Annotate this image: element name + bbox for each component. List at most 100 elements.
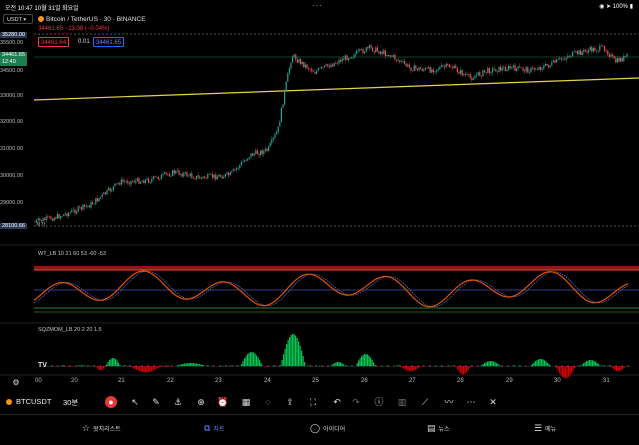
alarm-icon[interactable]: ⏰ bbox=[217, 396, 229, 408]
info-icon[interactable]: ⓘ bbox=[373, 396, 385, 408]
sqz-momentum-bar bbox=[157, 366, 158, 368]
candle-body bbox=[298, 59, 299, 62]
more-icon[interactable]: ⋯ bbox=[465, 396, 477, 408]
share-icon[interactable]: ⇪ bbox=[284, 396, 296, 408]
candle-body bbox=[86, 206, 87, 207]
wt-indicator-label[interactable]: WT_LB 10 21 60 53 -60 -53 bbox=[38, 251, 106, 257]
sqz-momentum-bar bbox=[211, 366, 212, 367]
candle-body bbox=[471, 78, 472, 80]
sqz-momentum-bar bbox=[571, 366, 572, 373]
candle-body bbox=[321, 67, 322, 68]
sqz-dot bbox=[477, 365, 478, 366]
sqz-dot bbox=[321, 365, 322, 366]
indicator-icon[interactable]: 〰 bbox=[443, 396, 455, 408]
candle-body bbox=[476, 75, 477, 76]
nav-news[interactable]: ▤뉴스 bbox=[427, 423, 450, 434]
trend-line-icon[interactable]: ⟋ bbox=[419, 396, 431, 408]
candle-body bbox=[332, 65, 333, 67]
candle-body bbox=[604, 47, 605, 51]
candle-body bbox=[154, 176, 155, 177]
collapse-icon[interactable] bbox=[487, 396, 499, 408]
candle-body bbox=[534, 68, 535, 70]
sqz-momentum-bar bbox=[276, 366, 277, 367]
add-icon[interactable]: ⊕ bbox=[195, 396, 207, 408]
sqz-dot bbox=[471, 365, 472, 366]
chart-canvas[interactable] bbox=[0, 0, 639, 392]
candle-body bbox=[124, 181, 125, 182]
sqz-dot bbox=[75, 365, 76, 366]
sqz-momentum-bar bbox=[538, 359, 539, 366]
candle-body bbox=[540, 67, 541, 70]
candle-body bbox=[482, 70, 483, 76]
sqz-momentum-bar bbox=[127, 366, 128, 367]
symbol-button[interactable]: BTCUSDT bbox=[16, 397, 51, 406]
sqz-momentum-bar bbox=[561, 366, 562, 375]
sqz-momentum-bar bbox=[498, 364, 499, 366]
sqz-dot bbox=[69, 365, 70, 366]
candle-body bbox=[260, 150, 261, 155]
interval-button[interactable]: 30분 bbox=[63, 397, 78, 408]
nav-chart[interactable]: ⧉차트 bbox=[204, 423, 224, 434]
candle-body bbox=[335, 63, 336, 64]
candle-body bbox=[346, 55, 347, 60]
candle-body bbox=[225, 174, 226, 177]
candle-body bbox=[518, 66, 519, 68]
candle-body bbox=[81, 207, 82, 210]
sqz-dot bbox=[447, 365, 448, 366]
sqz-dot bbox=[555, 365, 556, 366]
sqz-momentum-bar bbox=[534, 362, 535, 366]
sqz-momentum-bar bbox=[97, 366, 98, 369]
sqz-momentum-bar bbox=[559, 366, 560, 373]
sqz-momentum-bar bbox=[397, 365, 398, 366]
sqz-momentum-bar bbox=[364, 354, 365, 366]
sqz-momentum-bar bbox=[342, 363, 343, 366]
sqz-momentum-bar bbox=[369, 356, 370, 367]
candle-body bbox=[590, 47, 591, 50]
sqz-momentum-bar bbox=[600, 366, 601, 367]
anchor-icon[interactable]: ⚓ bbox=[172, 396, 184, 408]
settings-icon[interactable]: ⚙ bbox=[10, 377, 22, 389]
bulb-icon[interactable]: ◌ bbox=[262, 396, 274, 408]
fullscreen-icon[interactable]: ⛶ bbox=[307, 396, 319, 408]
candle-body bbox=[262, 150, 263, 154]
low-caption: 저가 bbox=[36, 221, 45, 228]
undo-icon[interactable]: ↶ bbox=[331, 396, 343, 408]
sqz-momentum-bar bbox=[576, 366, 577, 367]
candle-body bbox=[503, 67, 504, 68]
tradingview-logo: TV bbox=[38, 362, 47, 369]
sqz-momentum-bar bbox=[295, 336, 296, 367]
candle-body bbox=[545, 64, 546, 66]
candle-body bbox=[356, 51, 357, 54]
sqz-momentum-bar bbox=[616, 366, 617, 371]
wt-overbought-band bbox=[34, 266, 639, 270]
candle-body bbox=[111, 190, 112, 191]
sqz-momentum-bar bbox=[223, 366, 224, 367]
sqz-momentum-bar bbox=[403, 366, 404, 369]
nav-menu[interactable]: ☰메뉴 bbox=[534, 423, 556, 434]
sqz-momentum-bar bbox=[505, 366, 506, 367]
sqz-dot bbox=[279, 365, 280, 366]
grid-icon[interactable]: ▦ bbox=[240, 396, 252, 408]
candle-body bbox=[318, 68, 319, 71]
pencil-icon[interactable]: ✎ bbox=[150, 396, 162, 408]
candle-body bbox=[524, 70, 525, 71]
record-icon[interactable]: ● bbox=[105, 396, 117, 408]
sqz-indicator-label[interactable]: SQZMOM_LB 20 2 20 1.5 bbox=[38, 327, 102, 333]
bar-chart-icon[interactable]: ▥ bbox=[396, 396, 408, 408]
time-label: 23 bbox=[215, 378, 222, 384]
nav-ideas[interactable]: ◯아이디어 bbox=[310, 423, 345, 434]
sqz-momentum-bar bbox=[363, 355, 364, 366]
sqz-dot bbox=[213, 365, 214, 366]
wt-main-line bbox=[34, 271, 628, 307]
sqz-momentum-bar bbox=[595, 362, 596, 367]
redo-icon[interactable]: ↷ bbox=[350, 396, 362, 408]
candle-body bbox=[497, 72, 498, 73]
sqz-momentum-bar bbox=[187, 363, 188, 366]
candle-body bbox=[441, 65, 442, 67]
nav-watchlist[interactable]: ☆왓치리스트 bbox=[82, 423, 121, 434]
cursor-icon[interactable]: ↖ bbox=[129, 396, 141, 408]
sqz-momentum-bar bbox=[570, 366, 571, 375]
sqz-momentum-bar bbox=[228, 366, 229, 367]
candle-body bbox=[214, 175, 215, 178]
sqz-dot bbox=[315, 365, 316, 366]
